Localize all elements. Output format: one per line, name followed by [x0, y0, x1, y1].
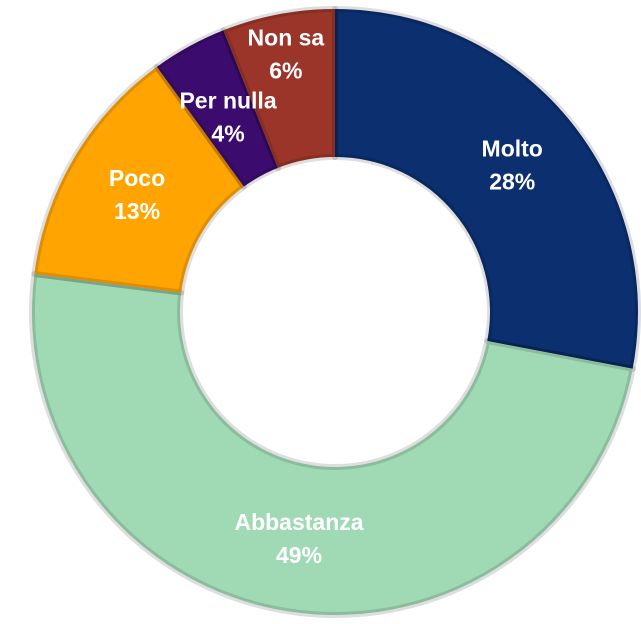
slice-category-label: Abbastanza	[234, 509, 363, 535]
donut-slice	[31, 63, 247, 296]
donut-slice	[29, 271, 636, 618]
slice-category-label: Molto	[482, 135, 543, 161]
slice-value-label: 49%	[276, 542, 322, 568]
slice-category-label: Non sa	[248, 25, 325, 51]
slice-category-label: Poco	[109, 165, 165, 191]
donut-slice	[332, 6, 641, 372]
slice-value-label: 6%	[269, 58, 302, 84]
slice-value-label: 13%	[114, 198, 160, 224]
slice-value-label: 28%	[489, 168, 535, 194]
donut-slice	[220, 6, 338, 171]
slice-value-label: 4%	[211, 121, 244, 147]
donut-slice	[153, 27, 281, 190]
slice-category-label: Per nulla	[179, 88, 276, 114]
